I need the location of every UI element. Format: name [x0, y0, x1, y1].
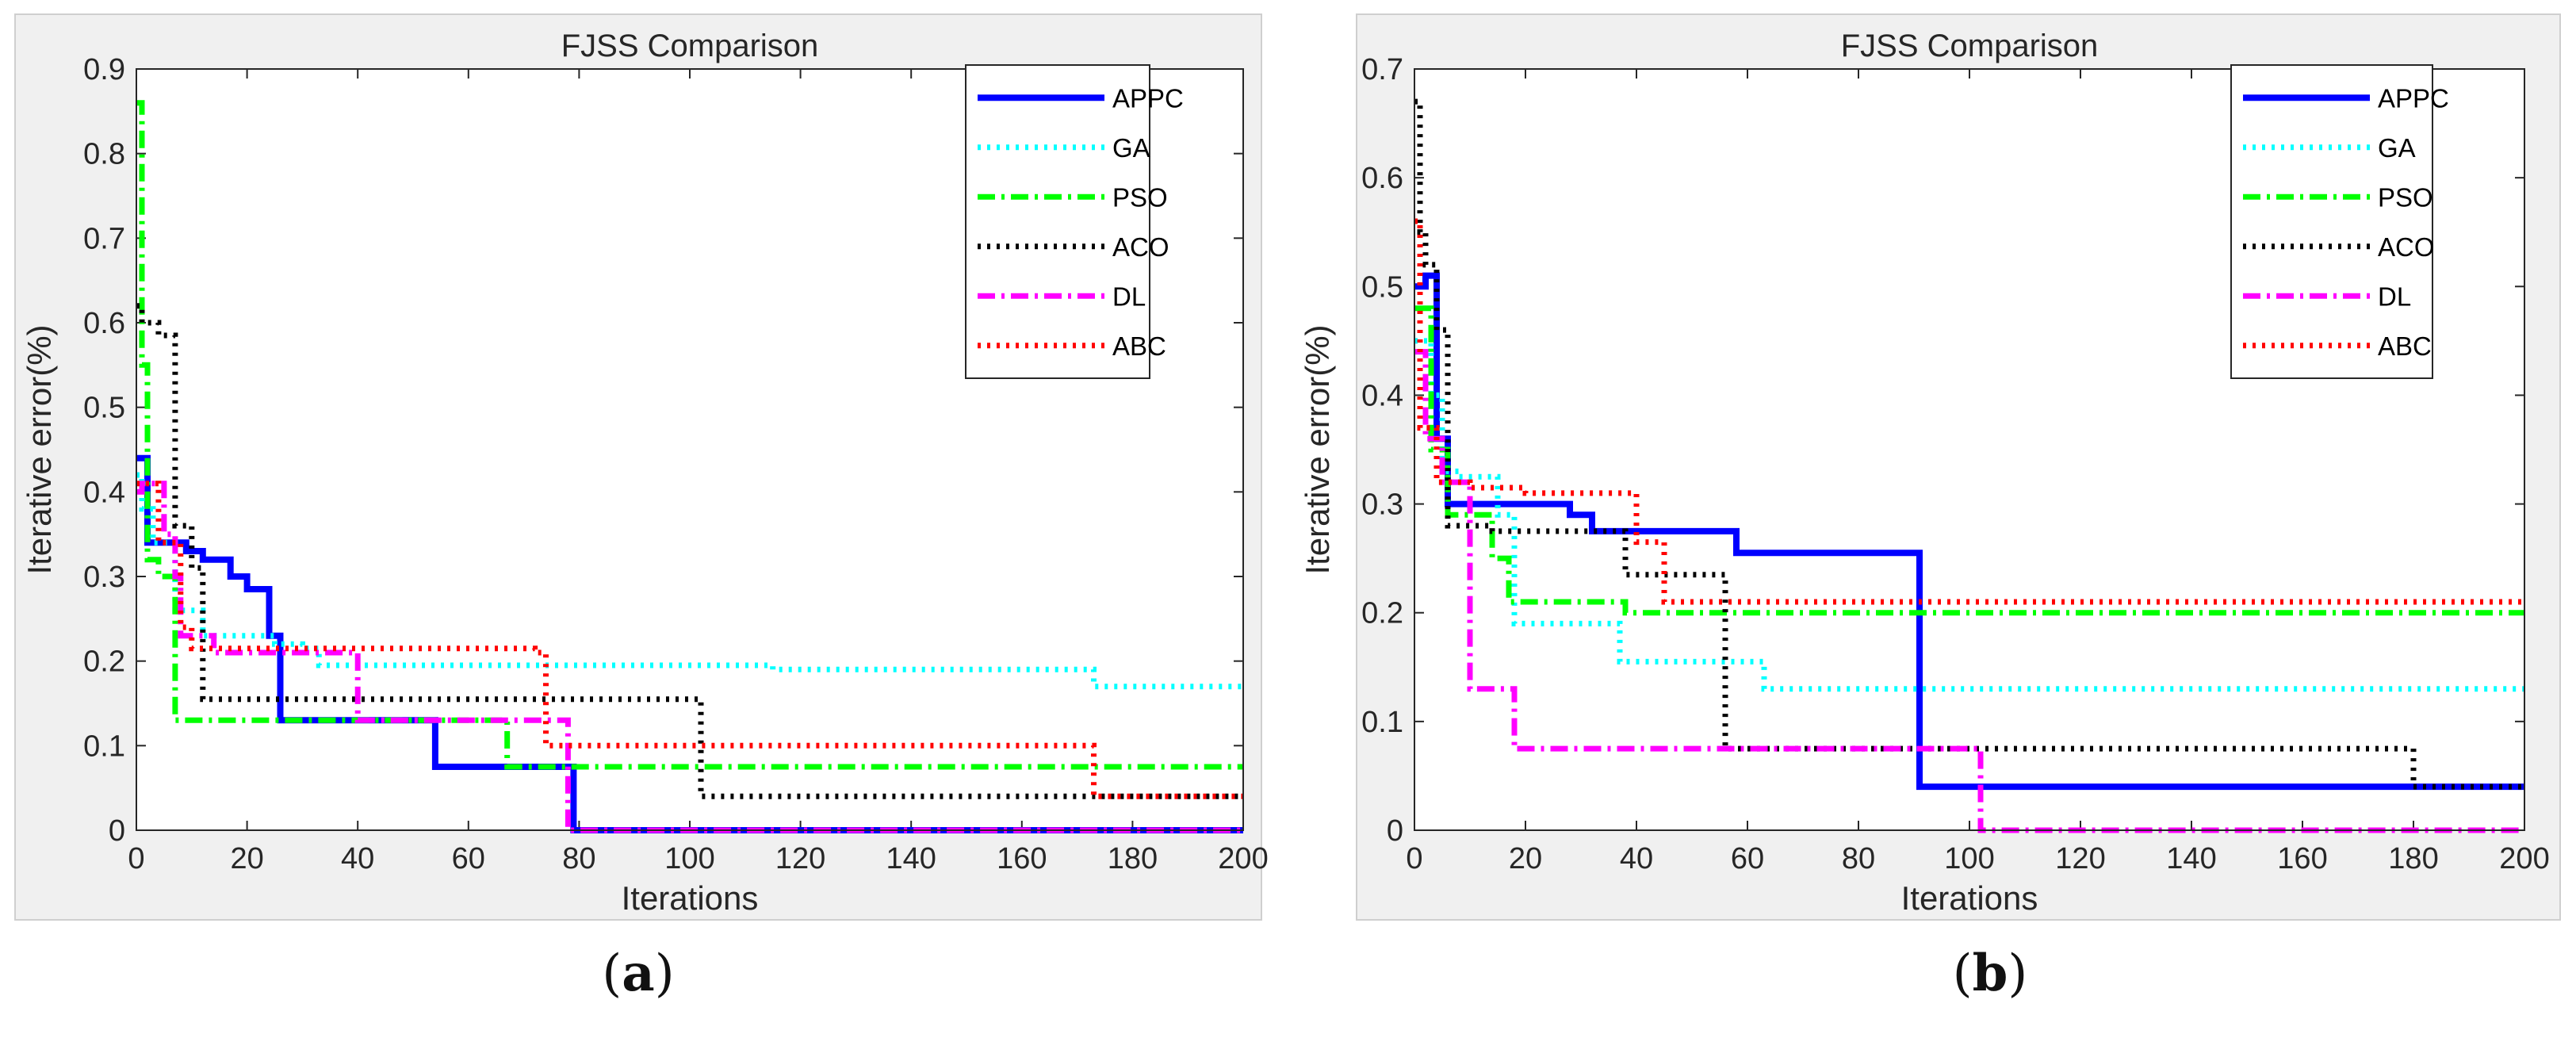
- series-line-dl: [136, 481, 1243, 833]
- series-line-abc: [1414, 218, 2524, 605]
- series-line-abc: [136, 481, 1243, 799]
- y-tick-label: 0.5: [83, 392, 125, 425]
- y-tick-label: 0.7: [1361, 53, 1403, 86]
- series-line-appc: [1414, 272, 2524, 791]
- chart-frame-a: 0 20 40 60 80 100 120 140 160 180 200 0 0.1 0.2 0.3 0.4…: [14, 13, 1269, 921]
- x-tick-label: 60: [1731, 842, 1764, 875]
- y-tick-label: 0.2: [1361, 597, 1403, 630]
- x-tick-label: 200: [2499, 842, 2549, 875]
- legend-box: [965, 64, 1150, 379]
- x-tick-label: 160: [2277, 842, 2327, 875]
- x-tick-label: 20: [230, 842, 263, 875]
- legend-label-pso: PSO: [1112, 182, 1168, 212]
- x-tick-label: 120: [2055, 842, 2105, 875]
- y-tick-label: 0.8: [83, 138, 125, 171]
- legend-label-ga: GA: [1112, 133, 1150, 163]
- x-tick-label: 40: [341, 842, 374, 875]
- y-tick-label: 0.3: [1361, 488, 1403, 522]
- series-line-ga: [136, 472, 1243, 690]
- series-line-aco: [136, 303, 1243, 799]
- x-tick-label: 0: [1406, 842, 1422, 875]
- x-tick-label: 120: [775, 842, 825, 875]
- x-tick-label: 180: [2388, 842, 2438, 875]
- y-tick-label: 0.1: [83, 730, 125, 763]
- x-tick-label: 80: [1842, 842, 1875, 875]
- x-tick-label: 200: [1218, 842, 1268, 875]
- y-tick-label: 0: [1387, 814, 1403, 848]
- legend-label-pso: PSO: [2378, 182, 2433, 212]
- chart-title: FJSS Comparison: [561, 29, 819, 63]
- x-tick-label: 60: [452, 842, 485, 875]
- x-tick-label: 140: [2166, 842, 2216, 875]
- x-tick-label: 100: [664, 842, 714, 875]
- series-line-pso: [1414, 305, 2524, 616]
- y-axis-label: Iterative error(%): [1299, 324, 1336, 574]
- legend: APPC GA PSO ACO DL ABC: [2230, 64, 2449, 379]
- y-tick-label: 0.4: [83, 476, 125, 509]
- panel-b: 0 20 40 60 80 100 120 140 160 180 200 0 0.1 0.2 0.3 0.4…: [1284, 0, 2576, 1038]
- x-tick-label: 180: [1108, 842, 1158, 875]
- series-line-dl: [1414, 349, 2524, 833]
- legend-label-dl: DL: [1112, 282, 1146, 311]
- legend-label-ga: GA: [2378, 133, 2416, 163]
- x-tick-label: 100: [1944, 842, 1994, 875]
- x-axis-label: Iterations: [622, 879, 759, 917]
- x-axis-label: Iterations: [1901, 879, 2038, 917]
- x-tick-label: 20: [1509, 842, 1542, 875]
- chart-title: FJSS Comparison: [1841, 29, 2099, 63]
- y-tick-label: 0.9: [83, 53, 125, 86]
- legend-label-appc: APPC: [1112, 83, 1184, 113]
- chart-frame-b: 0 20 40 60 80 100 120 140 160 180 200 0 0.1 0.2 0.3 0.4…: [1299, 13, 2561, 921]
- caption-b: (b): [1952, 944, 2028, 1003]
- y-tick-label: 0: [109, 814, 125, 848]
- y-tick-label: 0.4: [1361, 379, 1403, 412]
- chart-a: 0 20 40 60 80 100 120 140 160 180 200 0 0.1 0.2 0.3 0.4…: [21, 29, 1269, 917]
- y-tick-label: 0.5: [1361, 270, 1403, 304]
- legend-label-abc: ABC: [2378, 331, 2432, 361]
- legend-label-abc: ABC: [1112, 331, 1166, 361]
- legend: APPC GA PSO ACO DL ABC: [965, 64, 1184, 379]
- x-tick-label: 140: [886, 842, 936, 875]
- y-tick-label: 0.6: [1361, 162, 1403, 195]
- axes-box: [1414, 68, 2525, 831]
- axes-box: [136, 68, 1244, 831]
- legend-label-aco: ACO: [1112, 232, 1169, 262]
- legend-label-aco: ACO: [2378, 232, 2435, 262]
- legend-label-dl: DL: [2378, 282, 2411, 311]
- legend-label-appc: APPC: [2378, 83, 2449, 113]
- series-line-ga: [1414, 338, 2524, 692]
- x-tick-label: 0: [128, 842, 144, 875]
- panel-a: 0 20 40 60 80 100 120 140 160 180 200 0 0.1 0.2 0.3 0.4…: [0, 0, 1277, 1038]
- x-tick-label: 40: [1620, 842, 1653, 875]
- chart-b: 0 20 40 60 80 100 120 140 160 180 200 0 0.1 0.2 0.3 0.4…: [1299, 29, 2550, 917]
- y-tick-label: 0.6: [83, 307, 125, 340]
- y-axis-label: Iterative error(%): [21, 324, 58, 574]
- caption-a: (a): [602, 944, 675, 1003]
- series-line-appc: [136, 454, 1243, 833]
- x-tick-label: 160: [997, 842, 1047, 875]
- y-tick-label: 0.7: [83, 222, 125, 255]
- x-tick-label: 80: [562, 842, 595, 875]
- y-tick-label: 0.2: [83, 645, 125, 679]
- y-tick-label: 0.1: [1361, 706, 1403, 739]
- y-tick-label: 0.3: [83, 561, 125, 594]
- legend-box: [2230, 64, 2433, 379]
